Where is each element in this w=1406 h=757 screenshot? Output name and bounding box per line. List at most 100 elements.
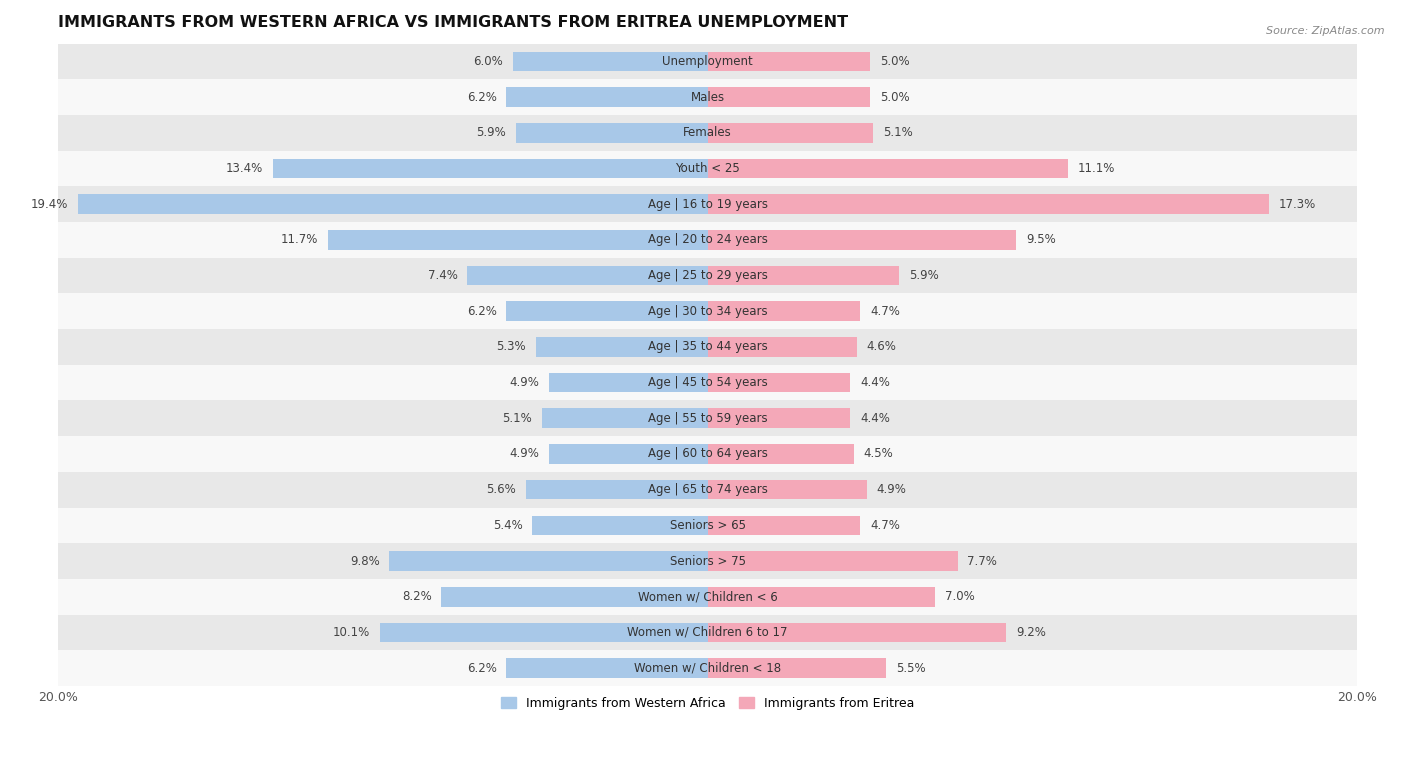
Text: Age | 25 to 29 years: Age | 25 to 29 years (648, 269, 768, 282)
Bar (513, 51, 707, 71)
Bar (707, 551, 957, 571)
Bar (506, 659, 707, 678)
Bar (707, 195, 1270, 214)
Text: 4.5%: 4.5% (863, 447, 893, 460)
Bar (58, 400, 1357, 436)
Text: 7.7%: 7.7% (967, 555, 997, 568)
Text: 9.2%: 9.2% (1017, 626, 1046, 639)
Text: Women w/ Children < 6: Women w/ Children < 6 (638, 590, 778, 603)
Bar (441, 587, 707, 606)
Bar (58, 222, 1357, 257)
Text: 8.2%: 8.2% (402, 590, 432, 603)
Bar (58, 365, 1357, 400)
Bar (58, 44, 1357, 79)
Legend: Immigrants from Western Africa, Immigrants from Eritrea: Immigrants from Western Africa, Immigran… (496, 692, 920, 715)
Text: 17.3%: 17.3% (1279, 198, 1316, 210)
Bar (516, 123, 707, 142)
Bar (58, 115, 1357, 151)
Text: 13.4%: 13.4% (225, 162, 263, 175)
Bar (58, 436, 1357, 472)
Text: Age | 35 to 44 years: Age | 35 to 44 years (648, 341, 768, 354)
Bar (707, 337, 858, 357)
Text: 10.1%: 10.1% (333, 626, 370, 639)
Text: 9.8%: 9.8% (350, 555, 380, 568)
Text: Age | 16 to 19 years: Age | 16 to 19 years (648, 198, 768, 210)
Bar (58, 579, 1357, 615)
Text: Women w/ Children < 18: Women w/ Children < 18 (634, 662, 782, 674)
Bar (543, 409, 707, 428)
Text: Females: Females (683, 126, 733, 139)
Bar (77, 195, 707, 214)
Text: 6.2%: 6.2% (467, 305, 496, 318)
Bar (467, 266, 707, 285)
Bar (707, 123, 873, 142)
Bar (707, 659, 886, 678)
Text: 6.2%: 6.2% (467, 662, 496, 674)
Text: 5.6%: 5.6% (486, 483, 516, 496)
Text: Source: ZipAtlas.com: Source: ZipAtlas.com (1267, 26, 1385, 36)
Text: 5.5%: 5.5% (896, 662, 925, 674)
Text: Age | 45 to 54 years: Age | 45 to 54 years (648, 376, 768, 389)
Bar (526, 480, 707, 500)
Bar (707, 587, 935, 606)
Text: Age | 65 to 74 years: Age | 65 to 74 years (648, 483, 768, 496)
Bar (707, 230, 1017, 250)
Bar (58, 257, 1357, 294)
Text: 4.9%: 4.9% (509, 447, 538, 460)
Text: 5.3%: 5.3% (496, 341, 526, 354)
Bar (707, 622, 1007, 642)
Text: Women w/ Children 6 to 17: Women w/ Children 6 to 17 (627, 626, 787, 639)
Text: 4.6%: 4.6% (866, 341, 897, 354)
Text: 4.7%: 4.7% (870, 519, 900, 532)
Bar (536, 337, 707, 357)
Bar (58, 329, 1357, 365)
Bar (707, 266, 900, 285)
Bar (58, 507, 1357, 544)
Text: IMMIGRANTS FROM WESTERN AFRICA VS IMMIGRANTS FROM ERITREA UNEMPLOYMENT: IMMIGRANTS FROM WESTERN AFRICA VS IMMIGR… (58, 15, 848, 30)
Bar (707, 516, 860, 535)
Bar (707, 87, 870, 107)
Text: Youth < 25: Youth < 25 (675, 162, 740, 175)
Bar (389, 551, 707, 571)
Text: 6.0%: 6.0% (474, 55, 503, 68)
Text: 5.0%: 5.0% (880, 55, 910, 68)
Text: Seniors > 65: Seniors > 65 (669, 519, 745, 532)
Bar (58, 294, 1357, 329)
Text: 4.9%: 4.9% (876, 483, 907, 496)
Text: 4.4%: 4.4% (860, 376, 890, 389)
Text: Unemployment: Unemployment (662, 55, 754, 68)
Text: 5.1%: 5.1% (502, 412, 533, 425)
Bar (506, 301, 707, 321)
Text: Age | 55 to 59 years: Age | 55 to 59 years (648, 412, 768, 425)
Bar (273, 159, 707, 179)
Bar (506, 87, 707, 107)
Text: 6.2%: 6.2% (467, 91, 496, 104)
Bar (707, 409, 851, 428)
Text: 11.7%: 11.7% (281, 233, 318, 247)
Bar (707, 480, 866, 500)
Bar (58, 650, 1357, 686)
Bar (58, 615, 1357, 650)
Text: 9.5%: 9.5% (1026, 233, 1056, 247)
Text: Seniors > 75: Seniors > 75 (669, 555, 745, 568)
Text: 5.9%: 5.9% (908, 269, 939, 282)
Bar (58, 186, 1357, 222)
Bar (58, 79, 1357, 115)
Text: Age | 20 to 24 years: Age | 20 to 24 years (648, 233, 768, 247)
Text: 19.4%: 19.4% (31, 198, 67, 210)
Bar (380, 622, 707, 642)
Text: 11.1%: 11.1% (1078, 162, 1115, 175)
Text: 4.4%: 4.4% (860, 412, 890, 425)
Text: Age | 60 to 64 years: Age | 60 to 64 years (648, 447, 768, 460)
Bar (548, 444, 707, 464)
Bar (548, 372, 707, 392)
Text: 7.0%: 7.0% (945, 590, 974, 603)
Text: 4.9%: 4.9% (509, 376, 538, 389)
Text: Age | 30 to 34 years: Age | 30 to 34 years (648, 305, 768, 318)
Text: 4.7%: 4.7% (870, 305, 900, 318)
Bar (533, 516, 707, 535)
Text: 5.4%: 5.4% (494, 519, 523, 532)
Bar (328, 230, 707, 250)
Text: 7.4%: 7.4% (427, 269, 457, 282)
Text: 5.1%: 5.1% (883, 126, 912, 139)
